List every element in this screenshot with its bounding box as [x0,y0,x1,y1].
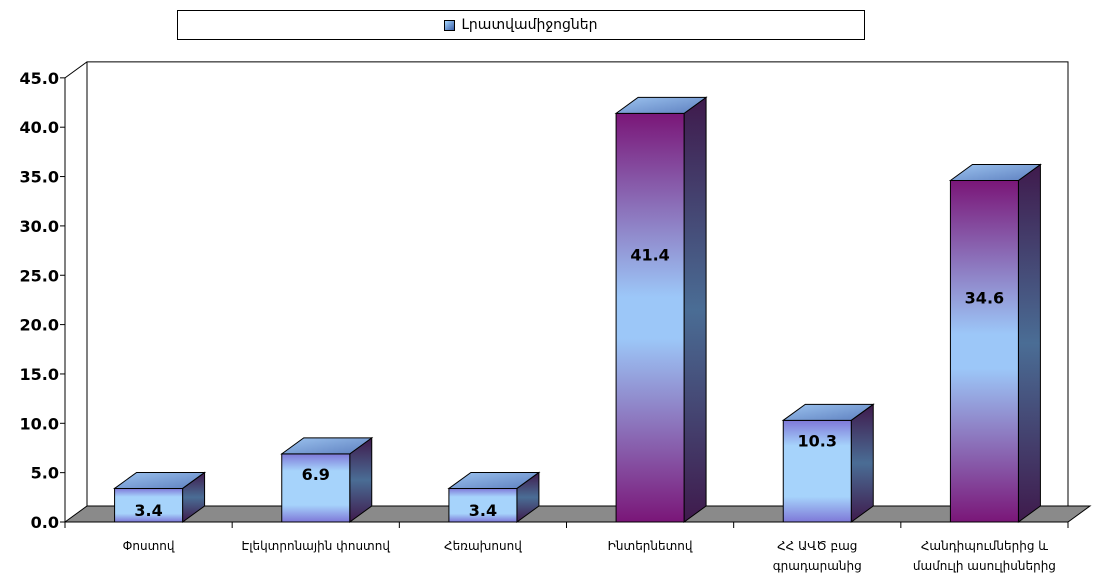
y-tick-label: 0.0 [31,513,59,532]
bar [114,487,184,523]
x-tick-label: ՀՀ ԱՎԾ բաց [777,539,857,553]
x-tick-label: Ինտերնետով [608,539,693,553]
y-tick-label: 20.0 [20,316,59,335]
bar-side [1017,163,1041,523]
bar-top [113,471,207,489]
bar-side [683,96,707,523]
bar-side [850,403,874,523]
y-tick-label: 35.0 [20,168,59,187]
y-tick-label: 5.0 [31,464,59,483]
x-tick-label: գրադարանից [773,559,862,573]
bar-top [280,437,374,455]
y-tick-label: 45.0 [20,69,59,88]
bar [281,453,351,523]
bar [782,419,852,523]
bar-top [447,471,541,489]
bar-top [614,96,708,114]
data-label: 6.9 [302,465,330,484]
data-label: 41.4 [630,245,669,264]
y-tick-label: 10.0 [20,414,59,433]
legend-swatch-icon [444,19,456,31]
y-tick-label: 25.0 [20,266,59,285]
data-label: 3.4 [469,501,497,520]
x-tick-label: Էլեկտրոնային փոստով [242,539,391,553]
y-tick-label: 30.0 [20,217,59,236]
y-tick-label: 15.0 [20,365,59,384]
x-tick-label: Փոստով [123,539,175,553]
bar [949,179,1019,523]
data-label: 34.6 [965,288,1004,307]
data-label: 3.4 [134,501,162,520]
floor [63,505,1092,523]
data-label: 10.3 [798,431,837,450]
x-tick-label: Հանդիպումներից և [921,539,1048,553]
x-tick-label: Հեռախոսով [444,539,522,553]
x-tick-label: մամուլի ասուլիսներից [913,559,1056,573]
bar [615,112,685,523]
bar-top [948,163,1042,181]
bar-top [781,403,875,421]
legend-label: Լրատվամիջոցներ [461,17,598,33]
y-tick-label: 40.0 [20,118,59,137]
back-wall [64,61,1069,506]
bar [448,487,518,523]
legend: Լրատվամիջոցներ [177,10,865,40]
